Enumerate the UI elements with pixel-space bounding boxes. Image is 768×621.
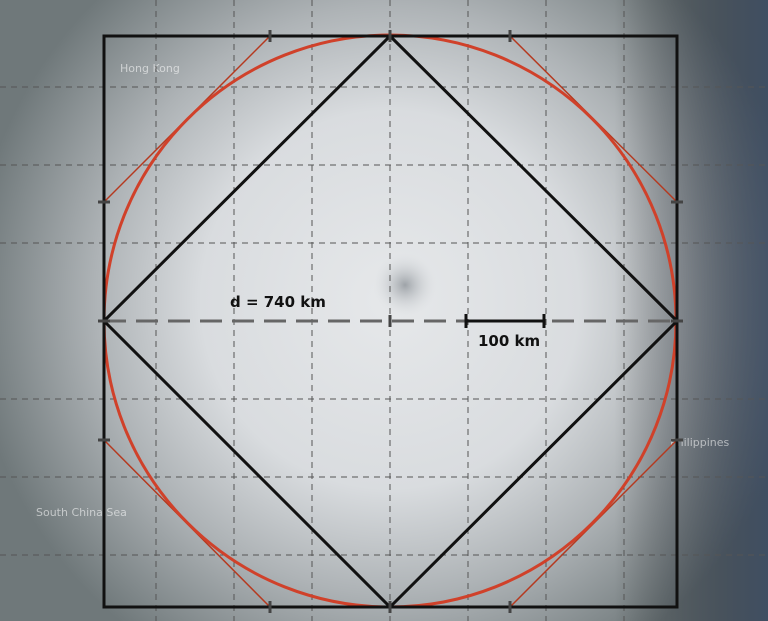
page: Hong Kong Philippines South China Sea d … — [0, 0, 768, 621]
storm-diagram: Hong Kong Philippines South China Sea d … — [0, 0, 768, 621]
storm-eye — [373, 253, 437, 317]
map-label: Philippines — [670, 436, 730, 449]
map-label: Hong Kong — [120, 62, 180, 75]
map-label: South China Sea — [36, 506, 127, 519]
scale-label: 100 km — [478, 332, 540, 350]
diameter-label: d = 740 km — [230, 293, 326, 311]
